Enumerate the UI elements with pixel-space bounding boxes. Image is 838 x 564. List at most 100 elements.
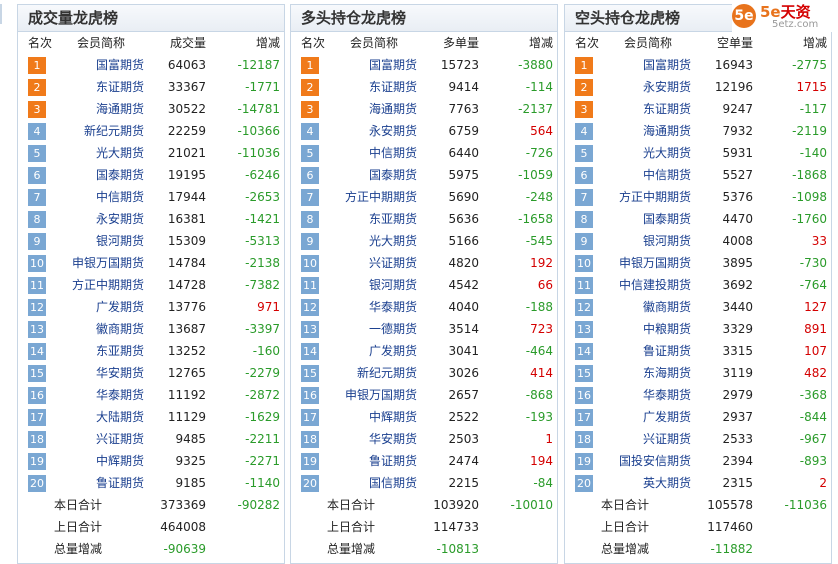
member-name-link[interactable]: 国富期货: [95, 58, 144, 72]
volume-value: 2937: [722, 410, 753, 424]
member-name-link[interactable]: 东亚期货: [95, 344, 144, 358]
member-name-link[interactable]: 中信建投期货: [618, 278, 691, 292]
member-name-link[interactable]: 华泰期货: [642, 388, 691, 402]
change-value: -868: [525, 388, 553, 402]
member-name-link[interactable]: 中粮期货: [642, 322, 691, 336]
member-name-link[interactable]: 中信期货: [642, 168, 691, 182]
member-name-link[interactable]: 海通期货: [95, 102, 144, 116]
member-name-link[interactable]: 东亚期货: [368, 212, 417, 226]
rank-badge: 11: [575, 277, 593, 294]
table-row: 13 徽商期货 13687 -3397: [18, 318, 284, 340]
member-name-link[interactable]: 方正中期期货: [618, 190, 691, 204]
rank-badge: 8: [301, 211, 319, 228]
volume-value: 2315: [722, 476, 753, 490]
member-name-link[interactable]: 新纪元期货: [83, 124, 144, 138]
member-name-link[interactable]: 海通期货: [642, 124, 691, 138]
volume-value: 2522: [448, 410, 479, 424]
member-name-link[interactable]: 中辉期货: [368, 410, 417, 424]
table-row: 17 广发期货 2937 -844: [565, 406, 831, 428]
summary-label: 本日合计: [54, 498, 103, 512]
member-name-link[interactable]: 永安期货: [642, 80, 691, 94]
change-value: -2138: [245, 256, 280, 270]
member-name-link[interactable]: 银河期货: [368, 278, 417, 292]
member-name-link[interactable]: 光大期货: [95, 146, 144, 160]
member-name-link[interactable]: 兴证期货: [95, 432, 144, 446]
rank-badge: 17: [575, 409, 593, 426]
rank-badge: 12: [301, 299, 319, 316]
member-name-link[interactable]: 华安期货: [95, 366, 144, 380]
member-name-link[interactable]: 国富期货: [642, 58, 691, 72]
rank-badge: 13: [575, 321, 593, 338]
member-name-link[interactable]: 一德期货: [368, 322, 417, 336]
member-name-link[interactable]: 申银万国期货: [344, 388, 417, 402]
member-name-link[interactable]: 国泰期货: [95, 168, 144, 182]
member-name-link[interactable]: 东证期货: [368, 80, 417, 94]
member-name-link[interactable]: 兴证期货: [368, 256, 417, 270]
member-name-link[interactable]: 大陆期货: [95, 410, 144, 424]
member-name-link[interactable]: 方正中期期货: [71, 278, 144, 292]
member-name-link[interactable]: 银河期货: [95, 234, 144, 248]
member-name-link[interactable]: 光大期货: [642, 146, 691, 160]
member-name-link[interactable]: 方正中期期货: [344, 190, 417, 204]
member-name-link[interactable]: 广发期货: [95, 300, 144, 314]
member-name-link[interactable]: 鲁证期货: [368, 454, 417, 468]
table-row: 20 鲁证期货 9185 -1140: [18, 472, 284, 494]
member-name-link[interactable]: 中信期货: [368, 146, 417, 160]
member-name-link[interactable]: 国泰期货: [642, 212, 691, 226]
member-name-link[interactable]: 鲁证期货: [642, 344, 691, 358]
summary-change: -11036: [784, 498, 827, 512]
summary-row: 本日合计 373369 -90282: [18, 494, 284, 516]
change-value: -893: [799, 454, 827, 468]
site-logo[interactable]: 5e 5e天资 5etz.com: [732, 0, 838, 32]
rank-badge: 17: [28, 409, 46, 426]
summary-label: 总量增减: [54, 542, 103, 556]
member-name-link[interactable]: 华安期货: [368, 432, 417, 446]
member-name-link[interactable]: 国投安信期货: [618, 454, 691, 468]
member-name-link[interactable]: 英大期货: [642, 476, 691, 490]
member-name-link[interactable]: 华泰期货: [368, 300, 417, 314]
rank-badge: 5: [301, 145, 319, 162]
member-name-link[interactable]: 东证期货: [642, 102, 691, 116]
table-header: 名次 会员简称 多单量 增减: [291, 32, 557, 54]
panel-title: 成交量龙虎榜: [18, 5, 284, 32]
member-name-link[interactable]: 广发期货: [642, 410, 691, 424]
member-name-link[interactable]: 徽商期货: [95, 322, 144, 336]
member-name-link[interactable]: 华泰期货: [95, 388, 144, 402]
member-name-link[interactable]: 永安期货: [368, 124, 417, 138]
change-value: -12187: [237, 58, 280, 72]
table-row: 18 兴证期货 9485 -2211: [18, 428, 284, 450]
change-value: -84: [533, 476, 553, 490]
table-row: 10 兴证期货 4820 192: [291, 252, 557, 274]
member-name-link[interactable]: 广发期货: [368, 344, 417, 358]
member-name-link[interactable]: 海通期货: [368, 102, 417, 116]
member-name-link[interactable]: 光大期货: [368, 234, 417, 248]
member-name-link[interactable]: 东证期货: [95, 80, 144, 94]
change-value: -11036: [237, 146, 280, 160]
summary-row: 本日合计 105578 -11036: [565, 494, 831, 516]
member-name-link[interactable]: 兴证期货: [642, 432, 691, 446]
change-value: 971: [257, 300, 280, 314]
volume-value: 13252: [167, 344, 206, 358]
volume-value: 2979: [722, 388, 753, 402]
volume-value: 9185: [175, 476, 206, 490]
member-name-link[interactable]: 申银万国期货: [618, 256, 691, 270]
member-name-link[interactable]: 东海期货: [642, 366, 691, 380]
member-name-link[interactable]: 国富期货: [368, 58, 417, 72]
summary-row: 本日合计 103920 -10010: [291, 494, 557, 516]
member-name-link[interactable]: 中辉期货: [95, 454, 144, 468]
member-name-link[interactable]: 国泰期货: [368, 168, 417, 182]
rank-badge: 7: [28, 189, 46, 206]
summary-volume: 373369: [160, 498, 206, 512]
rank-badge: 11: [28, 277, 46, 294]
member-name-link[interactable]: 新纪元期货: [356, 366, 417, 380]
member-name-link[interactable]: 徽商期货: [642, 300, 691, 314]
member-name-link[interactable]: 国信期货: [368, 476, 417, 490]
member-name-link[interactable]: 永安期货: [95, 212, 144, 226]
volume-value: 15723: [440, 58, 479, 72]
member-name-link[interactable]: 中信期货: [95, 190, 144, 204]
member-name-link[interactable]: 鲁证期货: [95, 476, 144, 490]
header-change: 增减: [528, 36, 553, 50]
member-name-link[interactable]: 银河期货: [642, 234, 691, 248]
member-name-link[interactable]: 申银万国期货: [71, 256, 144, 270]
table-row: 7 方正中期期货 5690 -248: [291, 186, 557, 208]
